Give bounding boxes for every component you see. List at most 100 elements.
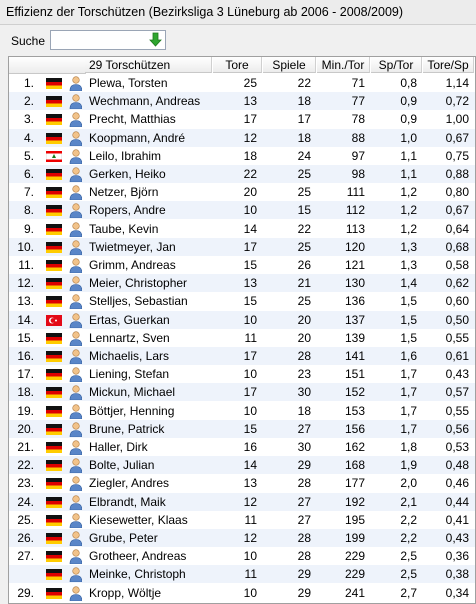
table-row[interactable]: 11. Grimm, Andreas 15 26 121 1,3 0,58 (9, 256, 475, 274)
cell: 12 (243, 494, 257, 509)
cell: 23 (297, 367, 311, 382)
cell: 10 (243, 549, 257, 564)
table-row[interactable]: 18. Mickun, Michael 17 30 152 1,7 0,57 (9, 383, 475, 402)
cell: 2,0 (400, 476, 417, 491)
header-cell (9, 57, 44, 74)
cell: Twietmeyer, Jan (89, 239, 176, 254)
flag-icon (46, 187, 62, 199)
cell: Liening, Stefan (89, 367, 170, 382)
column-header[interactable]: Spiele (263, 57, 316, 73)
table-row[interactable]: 9. Taube, Kevin 14 22 113 1,2 0,64 (9, 219, 475, 238)
search-button[interactable] (147, 31, 164, 48)
cell: 2,5 (400, 549, 417, 564)
rank: 24. (17, 494, 34, 509)
table-row[interactable]: 3. Precht, Matthias 17 17 78 0,9 1,00 (9, 110, 475, 129)
cell: Ertas, Guerkan (89, 312, 170, 327)
column-header[interactable]: Tore (213, 57, 262, 73)
cell: 30 (297, 440, 311, 454)
person-icon (69, 167, 82, 182)
table-row[interactable]: 1. Plewa, Torsten 25 22 71 0,8 1,14 (9, 74, 475, 92)
table-row[interactable]: 29. Kropp, Wöltje 10 29 241 2,7 0,34 (9, 583, 475, 602)
flag-icon (46, 478, 62, 490)
cell: 25 (297, 167, 311, 181)
cell: Meier, Christopher (89, 276, 188, 291)
flag-icon (46, 587, 62, 599)
table-row[interactable]: 15. Lennartz, Sven 11 20 139 1,5 0,55 (9, 328, 475, 347)
table-row[interactable]: 14. Ertas, Guerkan 10 20 137 1,5 0,50 (9, 310, 475, 329)
flag-icon (46, 150, 62, 162)
table-row[interactable]: 4. Koopmann, André 12 18 88 1,0 0,67 (9, 128, 475, 147)
person-icon (69, 258, 82, 273)
person-icon (69, 294, 82, 310)
table-row[interactable]: 21. Haller, Dirk 16 30 162 1,8 0,53 (9, 438, 475, 456)
cell: 18 (243, 148, 257, 163)
flag-icon (46, 96, 62, 108)
column-header[interactable]: Min./Tor (317, 57, 370, 73)
cell: 241 (344, 585, 365, 600)
table-row[interactable]: 17. Liening, Stefan 10 23 151 1,7 0,43 (9, 365, 475, 384)
cell: 11 (244, 512, 257, 527)
flag-icon (46, 169, 62, 180)
flag-icon (46, 278, 62, 290)
table-row[interactable]: 20. Brune, Patrick 15 27 156 1,7 0,56 (9, 419, 475, 438)
person-icon (69, 76, 82, 91)
search-input[interactable] (50, 30, 166, 50)
cell: 2,2 (400, 512, 417, 527)
cell: 14 (243, 458, 257, 473)
rank: 10. (17, 239, 34, 254)
table-row[interactable]: 2. Wechmann, Andreas 13 18 77 0,9 0,72 (9, 92, 475, 111)
column-header[interactable]: Sp/Tor (371, 57, 422, 73)
cell: 18 (297, 94, 311, 109)
cell: 153 (344, 403, 365, 418)
table-row[interactable]: Meinke, Christoph 11 29 229 2,5 0,38 (9, 565, 475, 584)
cell: 12 (243, 130, 257, 145)
cell: 11 (244, 567, 257, 582)
cell: 78 (351, 112, 365, 127)
person-icon (69, 149, 82, 164)
table-row[interactable]: 23. Ziegler, Andres 13 28 177 2,0 0,46 (9, 474, 475, 493)
column-header[interactable]: 29 Torschützen (85, 57, 212, 73)
person-icon (69, 476, 82, 492)
table-row[interactable]: 13. Stelljes, Sebastian 15 25 136 1,5 0,60 (9, 292, 475, 311)
cell: Precht, Matthias (89, 112, 176, 127)
cell: Kiesewetter, Klaas (89, 512, 188, 527)
cell: 0,9 (400, 112, 417, 127)
cell: 2,2 (400, 531, 417, 545)
table-row[interactable]: 19. Böttjer, Henning 10 18 153 1,7 0,55 (9, 401, 475, 420)
cell: 0,72 (445, 94, 469, 109)
table-row[interactable]: 25. Kiesewetter, Klaas 11 27 195 2,2 0,41 (9, 510, 475, 529)
table-row[interactable]: 12. Meier, Christopher 13 21 130 1,4 0,62 (9, 274, 475, 293)
flag-icon (46, 405, 62, 417)
table-row[interactable]: 5. Leilo, Ibrahim 18 24 97 1,1 0,75 (9, 146, 475, 165)
cell: 1,7 (400, 421, 417, 436)
flag-icon (46, 442, 62, 453)
cell: 20 (297, 330, 311, 345)
cell: 22 (297, 221, 311, 236)
table-row[interactable]: 24. Elbrandt, Maik 12 27 192 2,1 0,44 (9, 492, 475, 511)
cell: 98 (351, 167, 365, 181)
rank: 15. (17, 330, 34, 345)
cell: 28 (297, 549, 311, 564)
flag-icon (46, 260, 62, 271)
cell: 0,41 (445, 512, 469, 527)
person-icon (69, 130, 82, 146)
rank: 7. (23, 185, 34, 200)
table-row[interactable]: 6. Gerken, Heiko 22 25 98 1,1 0,88 (9, 165, 475, 183)
rank: 4. (23, 130, 34, 145)
table-row[interactable]: 27. Grotheer, Andreas 10 28 229 2,5 0,36 (9, 547, 475, 566)
table-row[interactable]: 26. Grube, Peter 12 28 199 2,2 0,43 (9, 529, 475, 547)
cell: Grimm, Andreas (89, 258, 176, 272)
cell: 0,56 (445, 421, 469, 436)
table-row[interactable]: 16. Michaelis, Lars 17 28 141 1,6 0,61 (9, 347, 475, 365)
cell: Gerken, Heiko (89, 167, 166, 181)
table-row[interactable]: 7. Netzer, Björn 20 25 111 1,2 0,80 (9, 183, 475, 202)
rank: 2. (23, 94, 34, 109)
person-icon (69, 513, 82, 528)
table-row[interactable]: 8. Ropers, Andre 10 15 112 1,2 0,67 (9, 201, 475, 220)
table-row[interactable]: 22. Bolte, Julian 14 29 168 1,9 0,48 (9, 456, 475, 475)
cell: 1,4 (400, 276, 417, 291)
column-header[interactable]: Tore/Sp (423, 57, 474, 73)
cell: 1,1 (400, 167, 417, 181)
table-row[interactable]: 10. Twietmeyer, Jan 17 25 120 1,3 0,68 (9, 237, 475, 256)
